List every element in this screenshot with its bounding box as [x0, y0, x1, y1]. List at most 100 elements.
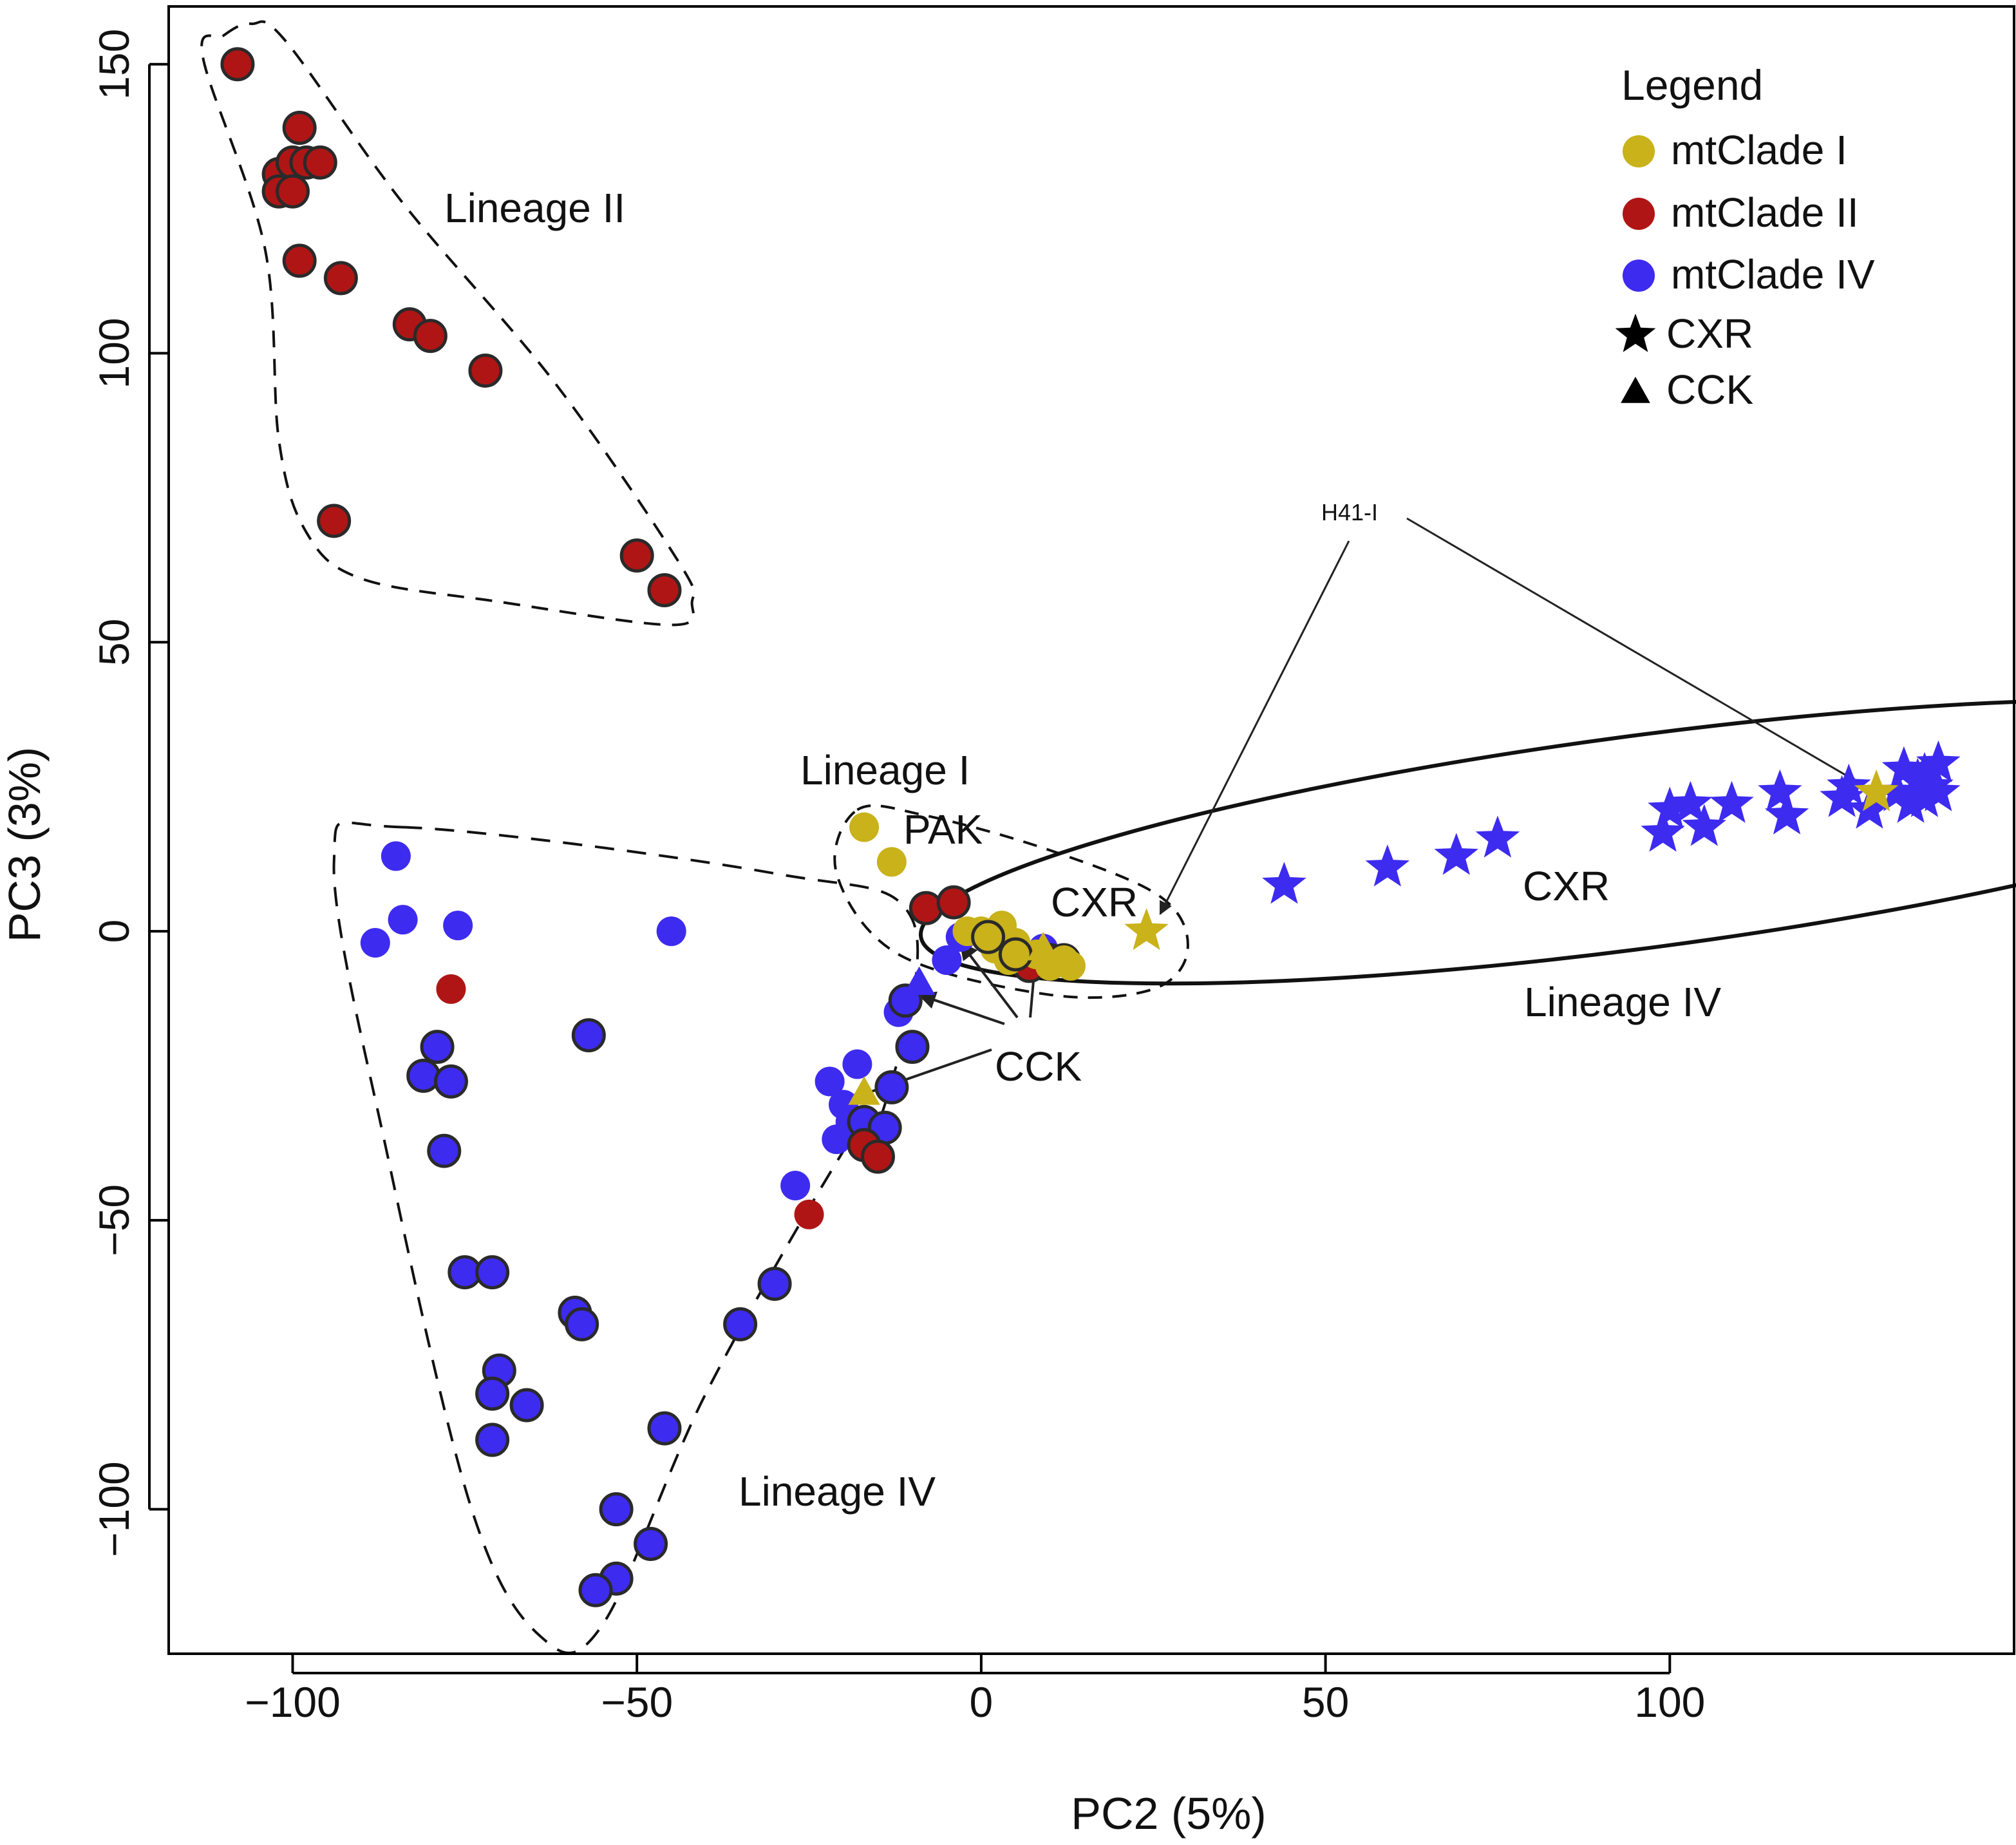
cluster-outlines — [200, 20, 2016, 1654]
annotation-arrow — [1406, 517, 1857, 782]
point-mtclade-i-triangle — [848, 1076, 880, 1105]
point-mtclade-iv-star — [1916, 769, 1961, 811]
x-axis-title: PC2 (5%) — [1071, 1788, 1266, 1839]
point-mtclade-i-circle — [849, 812, 880, 842]
cck-label: CCK — [995, 1043, 1082, 1090]
point-mtclade-i-circle — [876, 847, 907, 877]
point-mtclade-ii-circle — [282, 243, 317, 278]
point-mtclade-iv-circle — [723, 1307, 758, 1341]
point-mtclade-iv-circle — [571, 1018, 606, 1053]
point-mtclade-ii-circle — [275, 174, 310, 209]
point-mtclade-iv-circle — [475, 1423, 510, 1457]
point-mtclade-iv-star — [1827, 763, 1871, 806]
point-mtclade-ii-circle — [468, 353, 503, 388]
point-mtclade-iv-circle — [780, 1170, 811, 1200]
point-mtclade-iv-star — [1648, 786, 1692, 829]
point-mtclade-ii-circle — [619, 538, 654, 573]
point-mtclade-iv-star — [1875, 769, 1919, 811]
point-mtclade-iv-star — [1758, 769, 1802, 811]
cxr-label-lineage-iv: CXR — [1523, 863, 1610, 909]
point-mtclade-ii-circle — [282, 110, 317, 145]
point-mtclade-i-star — [1854, 769, 1899, 811]
point-mtclade-iv-circle — [932, 945, 962, 975]
point-mtclade-iv-circle — [433, 1064, 468, 1099]
legend-label: mtClade I — [1671, 127, 1847, 173]
x-axis: −100 −50 0 50 100 — [245, 1654, 1705, 1726]
point-mtclade-iv-circle — [443, 911, 473, 941]
point-mtclade-iv-circle — [388, 905, 418, 935]
annotation-arrows — [849, 517, 1857, 1102]
y-axis: −100 −50 0 50 100 150 — [90, 29, 169, 1557]
point-mtclade-iv-star — [1764, 792, 1809, 835]
plot-frame — [167, 5, 2015, 1655]
legend-label: CCK — [1666, 366, 1753, 413]
point-mtclade-iv-star — [1475, 815, 1520, 858]
point-mtclade-iv-circle — [381, 841, 411, 871]
point-mtclade-ii-circle — [860, 1139, 895, 1174]
point-mtclade-iv-circle — [360, 928, 390, 958]
legend-marker-star — [1615, 314, 1656, 352]
lineage-iv-right-label: Lineage IV — [1524, 979, 1721, 1025]
annotation-arrow — [1159, 540, 1350, 916]
point-mtclade-iv-circle — [757, 1267, 792, 1301]
point-mtclade-iv-star — [1902, 752, 1947, 794]
y-tick-label: −50 — [90, 1184, 138, 1256]
point-mtclade-iv-circle — [406, 1058, 441, 1093]
point-mtclade-iv-circle — [565, 1307, 599, 1341]
point-mtclade-ii-circle — [413, 319, 447, 354]
point-mtclade-i-star — [1124, 908, 1169, 951]
y-tick-label: 50 — [90, 619, 138, 666]
point-mtclade-ii-circle — [220, 47, 255, 82]
annotation-arrow — [917, 991, 1005, 1025]
legend-label: mtClade IV — [1671, 251, 1875, 298]
point-mtclade-iv-star — [1668, 781, 1713, 823]
point-mtclade-iv-circle — [475, 1376, 510, 1411]
x-tick-label: 100 — [1634, 1678, 1705, 1726]
x-tick-label: −100 — [245, 1678, 341, 1726]
point-mtclade-iv-triangle — [903, 966, 936, 995]
h41-i-callout: H41-I — [1321, 499, 1378, 525]
lineage-i-outline — [833, 804, 1189, 999]
lineage-ii-outline — [200, 20, 696, 627]
point-mtclade-iv-circle — [599, 1492, 634, 1527]
legend-marker-circle — [1623, 135, 1655, 167]
point-mtclade-iv-star — [1847, 786, 1892, 829]
point-mtclade-iv-star — [1434, 833, 1478, 875]
point-mtclade-iv-circle — [815, 1066, 845, 1097]
point-mtclade-ii-circle — [936, 885, 971, 920]
legend-marker-circle — [1623, 198, 1655, 230]
data-points — [220, 47, 1961, 1607]
point-mtclade-iv-star — [1889, 781, 1933, 823]
cxr-label-lineage-i: CXR — [1051, 879, 1138, 925]
point-mtclade-iv-star — [1916, 740, 1961, 782]
legend-marker-triangle — [1621, 377, 1650, 403]
x-tick-label: −50 — [601, 1678, 673, 1726]
legend-label: mtClade II — [1671, 189, 1859, 236]
point-mtclade-iv-circle — [895, 1030, 930, 1064]
lineage-i-label: Lineage I — [800, 747, 970, 793]
point-mtclade-iv-star — [1710, 781, 1754, 823]
point-mtclade-iv-circle — [874, 1070, 909, 1104]
y-tick-label: 0 — [90, 920, 138, 943]
lineage-iv-left-label: Lineage IV — [739, 1468, 936, 1515]
point-mtclade-iv-star — [1682, 804, 1726, 846]
point-mtclade-iv-circle — [509, 1388, 544, 1423]
point-mtclade-i-circle — [1055, 951, 1086, 981]
lineage-iv-outline-left — [332, 821, 919, 1654]
y-tick-label: 100 — [90, 317, 138, 388]
point-mtclade-ii-circle — [323, 261, 358, 296]
point-mtclade-iv-circle — [578, 1573, 613, 1607]
point-mtclade-ii-circle — [303, 145, 337, 180]
annotation-arrow — [849, 1048, 992, 1102]
y-tick-label: 150 — [90, 29, 138, 100]
lineage-iv-outline-right — [918, 697, 2016, 986]
point-mtclade-ii-circle — [794, 1199, 824, 1229]
point-mtclade-iv-star — [1881, 746, 1927, 788]
point-mtclade-iv-star — [1262, 862, 1306, 904]
annotation-arrow — [959, 941, 1019, 1019]
point-mtclade-iv-circle — [427, 1133, 462, 1168]
point-mtclade-iv-circle — [420, 1030, 455, 1064]
point-mtclade-iv-star — [1365, 844, 1410, 887]
